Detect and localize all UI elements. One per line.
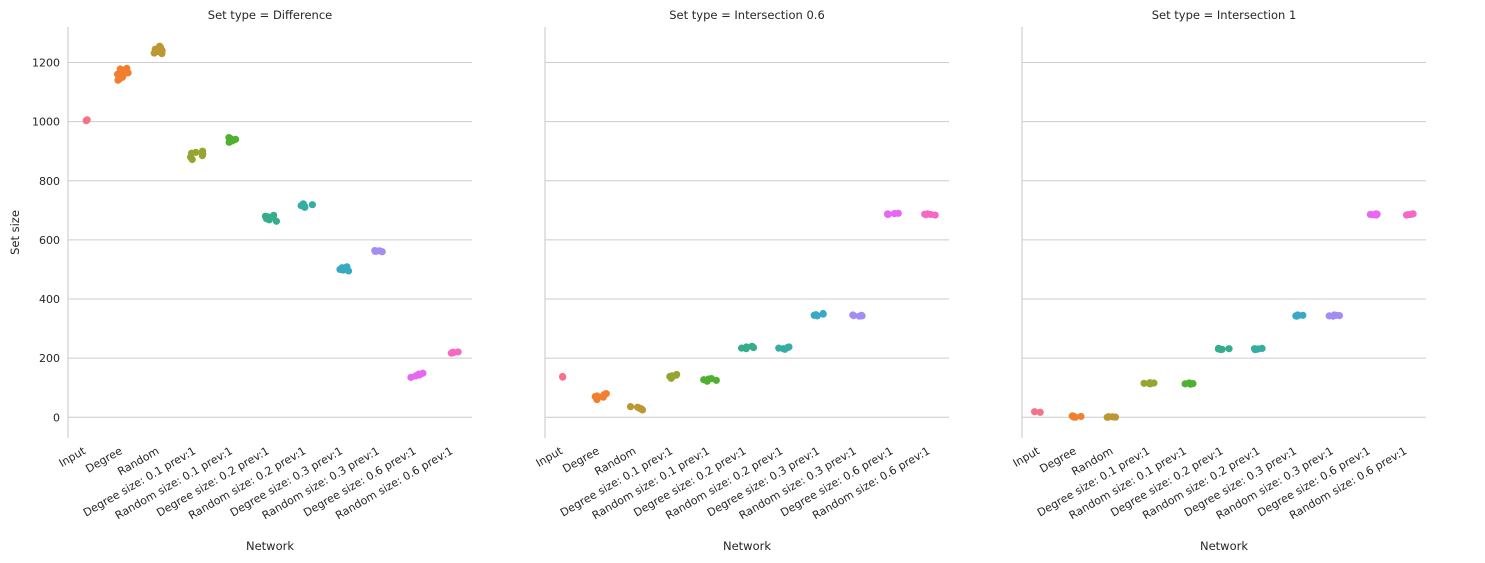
y-tick-label: 800 [39, 175, 60, 188]
data-point [1077, 412, 1085, 421]
data-point [1294, 311, 1302, 319]
x-axis-label: Network [1200, 539, 1248, 553]
data-point [742, 343, 751, 351]
data-point [1366, 210, 1374, 219]
facet-panel-2: Set type = Intersection 0.6InputDegreeRa… [534, 8, 949, 553]
facet-title: Set type = Intersection 1 [1152, 8, 1297, 22]
data-point [849, 311, 857, 319]
data-point [1185, 379, 1193, 387]
y-tick-label: 400 [39, 293, 60, 306]
data-point [1330, 311, 1338, 319]
data-point [593, 392, 601, 400]
data-point [156, 42, 164, 50]
data-point [602, 390, 610, 398]
data-point [707, 374, 716, 383]
data-point [261, 212, 270, 220]
facet-title: Set type = Difference [208, 8, 332, 22]
data-point [633, 403, 642, 411]
data-point [1105, 413, 1113, 421]
data-point [1258, 344, 1266, 353]
data-point [113, 70, 122, 78]
data-point [116, 65, 124, 73]
data-point [1409, 210, 1417, 218]
data-point [270, 211, 278, 219]
data-point [883, 210, 892, 218]
data-point [449, 348, 457, 356]
data-point [626, 403, 635, 411]
data-point [894, 209, 902, 217]
data-point [558, 372, 567, 381]
y-tick-label: 1200 [32, 56, 60, 69]
data-point [1036, 408, 1044, 416]
y-tick-label: 200 [39, 352, 60, 365]
data-point [343, 263, 351, 271]
data-point [308, 201, 316, 209]
data-point [775, 344, 783, 352]
data-point [812, 311, 820, 319]
data-point [299, 200, 307, 208]
data-point [83, 116, 91, 124]
data-point [419, 369, 427, 377]
data-point [454, 348, 462, 356]
x-axis-label: Network [246, 539, 294, 553]
y-tick-label: 600 [39, 234, 60, 247]
data-point [1146, 379, 1154, 387]
x-axis-label: Network [723, 539, 771, 553]
data-point [1214, 344, 1223, 353]
data-point [673, 370, 681, 379]
facet-panel-3: Set type = Intersection 1InputDegreeRand… [1011, 8, 1426, 553]
data-point [1372, 210, 1380, 218]
data-point [1069, 412, 1077, 420]
y-tick-label: 1000 [32, 116, 60, 129]
data-point [748, 342, 756, 350]
data-point [1140, 379, 1148, 387]
data-point [1250, 345, 1259, 353]
data-point [192, 148, 200, 156]
data-point [857, 311, 866, 319]
data-point [198, 147, 207, 155]
data-point [371, 246, 379, 255]
data-point [785, 343, 793, 351]
data-point [123, 64, 131, 72]
facet-panel-1: Set type = Difference 0 200 400 600 800 1000 12… [8, 8, 472, 553]
data-point [225, 133, 233, 142]
data-point [1031, 408, 1039, 416]
data-point [924, 210, 932, 218]
y-tick-label: 0 [53, 411, 60, 424]
data-point [819, 309, 827, 318]
data-point [1225, 345, 1233, 353]
facet-title: Set type = Intersection 0.6 [669, 8, 825, 22]
y-axis-label: Set size [8, 210, 22, 255]
data-point [272, 217, 281, 225]
